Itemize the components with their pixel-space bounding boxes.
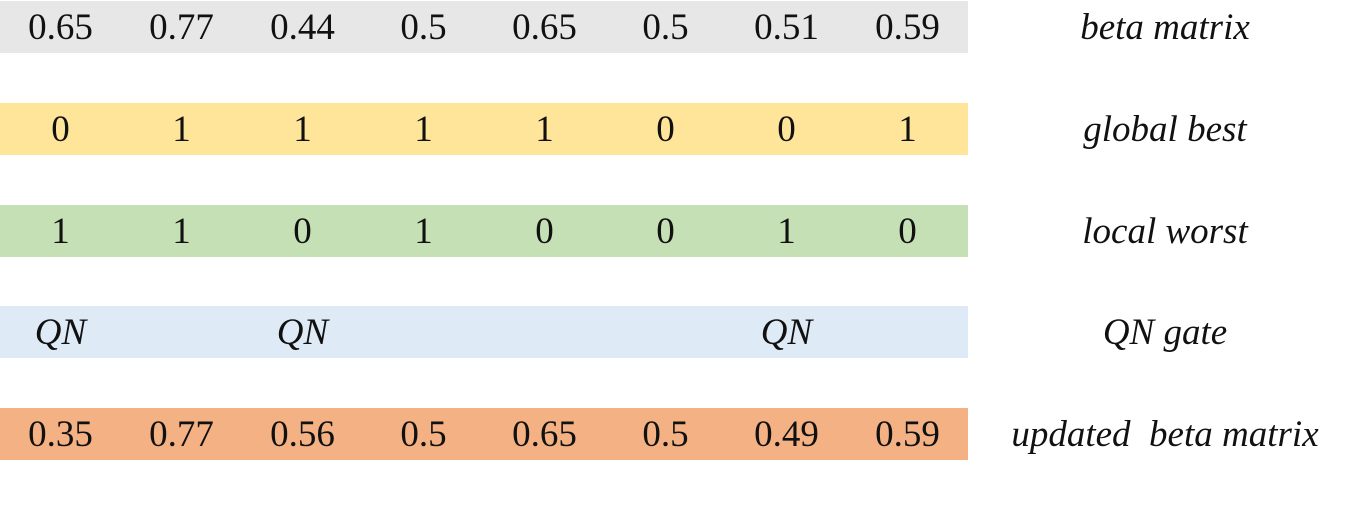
updated-beta-matrix-row: 0.35 0.77 0.56 0.5 0.65 0.5 0.49 0.59 up… [0,408,1362,460]
beta-matrix-bar: 0.65 0.77 0.44 0.5 0.65 0.5 0.51 0.59 [0,1,968,53]
updated-beta-matrix-cell: 0.5 [642,413,689,455]
local-worst-cell: 1 [414,210,433,252]
updated-beta-matrix-cell: 0.77 [149,413,214,455]
updated-beta-matrix-cell: 0.35 [28,413,93,455]
updated-beta-matrix-cell: 0.65 [512,413,577,455]
global-best-cell: 1 [414,108,433,150]
local-worst-cell: 1 [51,210,70,252]
global-best-label: global best [1083,108,1247,150]
local-worst-cell: 0 [293,210,312,252]
qn-gate-cell [363,306,484,358]
qn-gate-cell: QN [34,311,87,353]
qn-gate-cell [121,306,242,358]
local-worst-cell: 1 [172,210,191,252]
global-best-cell: 0 [777,108,796,150]
beta-matrix-label: beta matrix [1080,6,1250,48]
global-best-cell: 1 [293,108,312,150]
beta-matrix-cell: 0.77 [149,6,214,48]
global-best-bar: 0 1 1 1 1 0 0 1 [0,103,968,155]
local-worst-cell: 1 [777,210,796,252]
local-worst-row: 1 1 0 1 0 0 1 0 local worst [0,205,1362,257]
beta-matrix-cell: 0.5 [400,6,447,48]
updated-beta-matrix-cell: 0.59 [875,413,940,455]
updated-beta-matrix-cell: 0.5 [400,413,447,455]
qn-gate-cell [605,306,726,358]
global-best-cell: 1 [898,108,917,150]
updated-beta-matrix-label: updated beta matrix [1011,413,1319,455]
qn-gate-cell: QN [276,311,329,353]
beta-matrix-cell: 0.51 [754,6,819,48]
global-best-cell: 1 [535,108,554,150]
local-worst-cell: 0 [656,210,675,252]
qn-gate-label: QN gate [1102,311,1228,353]
beta-matrix-row: 0.65 0.77 0.44 0.5 0.65 0.5 0.51 0.59 be… [0,1,1362,53]
local-worst-bar: 1 1 0 1 0 0 1 0 [0,205,968,257]
beta-matrix-cell: 0.5 [642,6,689,48]
local-worst-cell: 0 [898,210,917,252]
updated-beta-matrix-cell: 0.56 [270,413,335,455]
beta-matrix-cell: 0.65 [28,6,93,48]
qn-gate-row: QN QN QN QN gate [0,306,1362,358]
qn-gate-bar: QN QN QN [0,306,968,358]
qn-gate-cell: QN [760,311,813,353]
local-worst-cell: 0 [535,210,554,252]
updated-beta-matrix-bar: 0.35 0.77 0.56 0.5 0.65 0.5 0.49 0.59 [0,408,968,460]
global-best-row: 0 1 1 1 1 0 0 1 global best [0,103,1362,155]
global-best-cell: 0 [51,108,70,150]
global-best-cell: 1 [172,108,191,150]
beta-matrix-cell: 0.59 [875,6,940,48]
updated-beta-matrix-cell: 0.49 [754,413,819,455]
beta-matrix-cell: 0.65 [512,6,577,48]
global-best-cell: 0 [656,108,675,150]
qn-gate-cell [484,306,605,358]
qn-gate-cell [847,306,968,358]
local-worst-label: local worst [1082,210,1248,252]
beta-matrix-cell: 0.44 [270,6,335,48]
